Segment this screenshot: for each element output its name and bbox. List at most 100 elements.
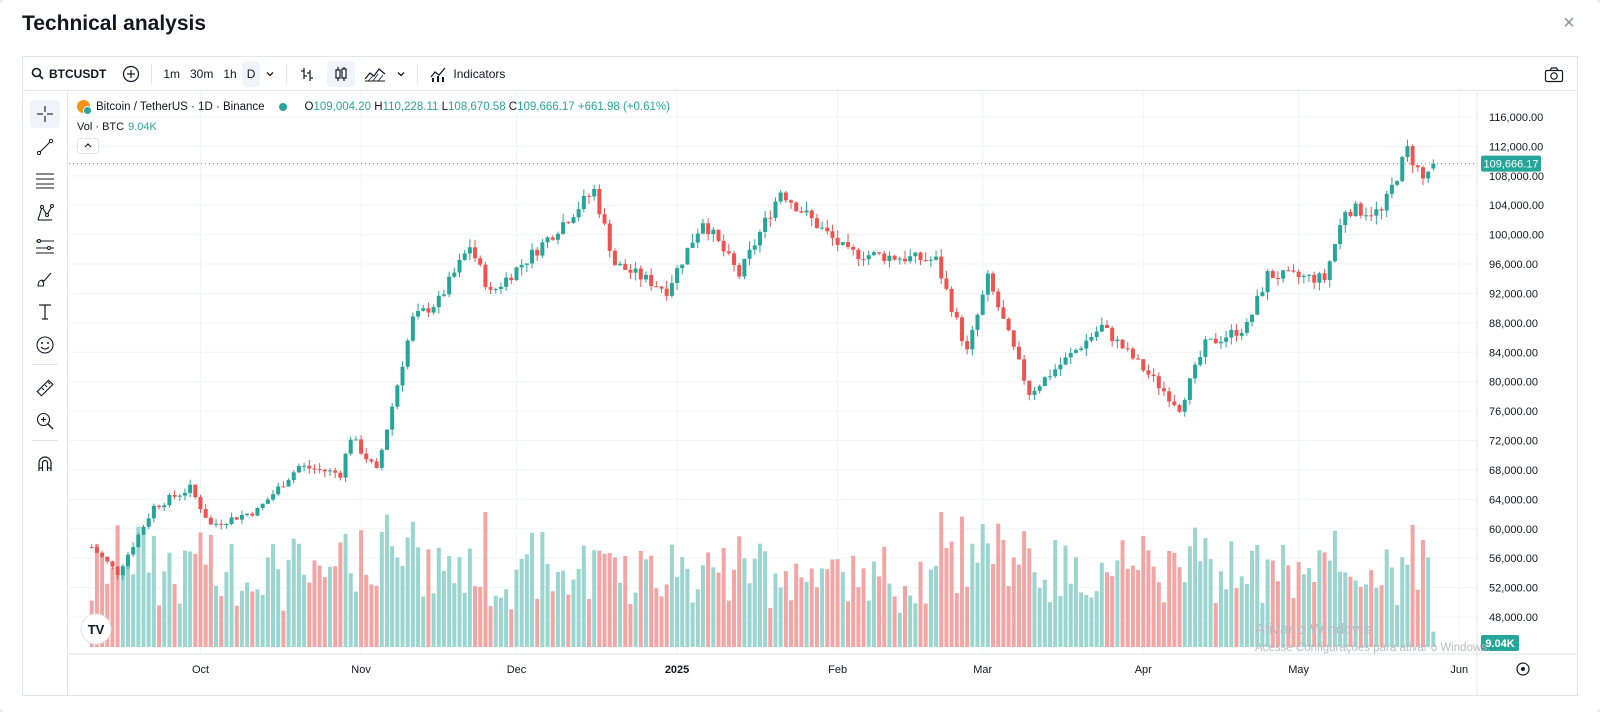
volume-bar (633, 592, 638, 647)
pattern-tool[interactable] (30, 199, 60, 227)
volume-bar (203, 564, 208, 647)
volume-bar (115, 525, 120, 647)
volume-bar (1167, 550, 1172, 647)
measure-tool[interactable] (30, 374, 60, 402)
volume-bar (866, 600, 871, 647)
volume-bar (1110, 576, 1115, 647)
snapshot-button[interactable] (1539, 62, 1569, 88)
trend-line-tool[interactable] (30, 133, 60, 161)
volume-bar (1358, 586, 1363, 647)
volume-bar (1037, 587, 1042, 647)
candle-body (690, 242, 695, 248)
candle-body (317, 469, 322, 471)
interval-30m[interactable]: 30m (190, 66, 214, 81)
interval-d[interactable]: D (241, 60, 261, 87)
candle-body (871, 252, 876, 256)
volume-bar (545, 563, 550, 647)
candles-style-button[interactable] (327, 60, 356, 87)
candle-body (379, 449, 384, 468)
collapse-legend-button[interactable] (77, 138, 99, 154)
volume-bar (447, 556, 452, 647)
candle-body (835, 237, 840, 245)
candle-body (286, 480, 291, 487)
compare-symbol-button[interactable] (117, 61, 145, 87)
candle-body (224, 524, 229, 526)
volume-bar (985, 543, 990, 647)
brush-icon (37, 272, 52, 287)
symbol-search[interactable]: BTCUSDT (23, 61, 111, 87)
text-tool[interactable] (30, 298, 60, 326)
close-icon[interactable]: × (1563, 12, 1575, 34)
volume-bar (1172, 552, 1177, 647)
volume-bar (618, 582, 623, 647)
current-price-badge (1481, 155, 1541, 172)
time-tick-label: Apr (1135, 664, 1152, 676)
candle-body (1037, 386, 1042, 391)
candle-body (182, 492, 187, 496)
candle-body (602, 214, 607, 224)
interval-dropdown[interactable] (260, 61, 280, 87)
candle-body (757, 231, 762, 246)
volume-bar (757, 543, 762, 647)
volume-bar (814, 587, 819, 647)
bars-style-button[interactable] (293, 61, 321, 87)
volume-bar (172, 583, 177, 647)
volume-bar (369, 584, 374, 647)
volume-bar (219, 596, 224, 647)
crosshair-tool[interactable] (30, 100, 60, 128)
time-tick-label: Feb (828, 664, 847, 676)
volume-bar (923, 603, 928, 647)
candle-body (1395, 181, 1400, 185)
candle-body (897, 258, 902, 260)
volume-bar (576, 568, 581, 647)
volume-bar (374, 585, 379, 647)
area-style-button[interactable] (359, 61, 391, 87)
volume-bar (1239, 576, 1244, 647)
price-tick-label: 92,000.00 (1489, 288, 1538, 300)
candle-body (1063, 357, 1068, 365)
volume-bar (286, 560, 291, 647)
candle-body (1042, 377, 1047, 387)
settings-gear-icon (1521, 667, 1525, 671)
volume-bar (1099, 562, 1104, 647)
magnet-tool[interactable] (30, 450, 60, 478)
volume-bar (260, 594, 265, 647)
price-tick-label: 64,000.00 (1489, 494, 1538, 506)
volume-bar (405, 537, 410, 647)
indicators-button[interactable]: Indicators (424, 61, 510, 87)
volume-bar (555, 572, 560, 647)
candle-body (545, 237, 550, 243)
chart-pane[interactable]: 116,000.00 112,000.00 108,000.00 104,000.00… (69, 92, 1577, 696)
candle-body (623, 263, 628, 270)
candle-body (441, 294, 446, 296)
volume-bar (887, 583, 892, 647)
volume-bar (587, 599, 591, 647)
fib-tool[interactable] (30, 166, 60, 194)
volume-bar (1218, 571, 1223, 647)
candle-body (804, 210, 809, 213)
chart-type-dropdown[interactable] (391, 61, 411, 87)
candle-body (1286, 270, 1291, 272)
volume-bar (462, 592, 467, 647)
watermark-title: Ativar o Windows (1255, 621, 1371, 638)
projection-tool[interactable] (30, 232, 60, 260)
volume-bar (602, 553, 607, 647)
price-chart[interactable]: 116,000.00 112,000.00 108,000.00 104,000.00… (69, 92, 1577, 696)
time-tick-label: Dec (507, 664, 527, 676)
candle-body (1089, 336, 1094, 341)
emoji-tool[interactable] (30, 331, 60, 359)
volume-bar (120, 569, 125, 647)
volume-bar (711, 567, 716, 647)
open-value: 109,004.20 (313, 100, 372, 113)
volume-bar (162, 571, 167, 647)
volume-bar (1405, 564, 1410, 647)
candle-body (592, 188, 597, 197)
candle-body (747, 249, 752, 259)
candle-body (566, 222, 571, 224)
interval-1m[interactable]: 1m (163, 66, 180, 81)
brush-tool[interactable] (30, 265, 60, 293)
zoom-in-tool[interactable] (30, 407, 60, 435)
candle-body (923, 260, 928, 262)
candle-body (1317, 273, 1322, 283)
interval-1h[interactable]: 1h (223, 66, 237, 81)
